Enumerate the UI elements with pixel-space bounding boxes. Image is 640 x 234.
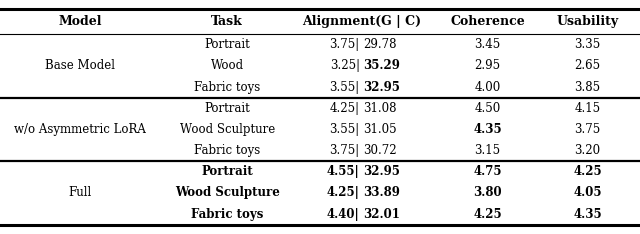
Text: Fabric toys: Fabric toys <box>194 144 260 157</box>
Text: 3.55|: 3.55| <box>330 123 360 136</box>
Text: Fabric toys: Fabric toys <box>191 208 264 221</box>
Text: w/o Asymmetric LoRA: w/o Asymmetric LoRA <box>14 123 146 136</box>
Text: Model: Model <box>58 15 102 28</box>
Text: 31.05: 31.05 <box>364 123 397 136</box>
Text: 29.78: 29.78 <box>364 38 397 51</box>
Text: 3.75|: 3.75| <box>330 144 360 157</box>
Text: 3.35: 3.35 <box>574 38 601 51</box>
Text: 32.01: 32.01 <box>364 208 401 221</box>
Text: 4.15: 4.15 <box>575 102 600 115</box>
Text: 2.65: 2.65 <box>575 59 600 72</box>
Text: 3.75: 3.75 <box>574 123 601 136</box>
Text: 4.25: 4.25 <box>474 208 502 221</box>
Text: Usability: Usability <box>556 15 619 28</box>
Text: 4.40|: 4.40| <box>327 208 360 221</box>
Text: 31.08: 31.08 <box>364 102 397 115</box>
Text: Portrait: Portrait <box>204 102 250 115</box>
Text: Base Model: Base Model <box>45 59 115 72</box>
Text: 3.55|: 3.55| <box>330 80 360 94</box>
Text: 3.75|: 3.75| <box>330 38 360 51</box>
Text: 4.50: 4.50 <box>474 102 501 115</box>
Text: 3.85: 3.85 <box>575 80 600 94</box>
Text: 32.95: 32.95 <box>364 80 401 94</box>
Text: Portrait: Portrait <box>204 38 250 51</box>
Text: 4.35: 4.35 <box>474 123 502 136</box>
Text: Full: Full <box>68 186 92 199</box>
Text: Fabric toys: Fabric toys <box>194 80 260 94</box>
Text: Coherence: Coherence <box>451 15 525 28</box>
Text: 4.05: 4.05 <box>573 186 602 199</box>
Text: 4.00: 4.00 <box>474 80 501 94</box>
Text: 2.95: 2.95 <box>475 59 500 72</box>
Text: 35.29: 35.29 <box>364 59 401 72</box>
Text: Wood: Wood <box>211 59 244 72</box>
Text: 3.45: 3.45 <box>474 38 501 51</box>
Text: 3.15: 3.15 <box>475 144 500 157</box>
Text: Task: Task <box>211 15 243 28</box>
Text: Alignment(G | C): Alignment(G | C) <box>302 15 421 28</box>
Text: 30.72: 30.72 <box>364 144 397 157</box>
Text: 4.35: 4.35 <box>573 208 602 221</box>
Text: 4.55|: 4.55| <box>327 165 360 178</box>
Text: 33.89: 33.89 <box>364 186 401 199</box>
Text: Portrait: Portrait <box>202 165 253 178</box>
Text: 4.25|: 4.25| <box>330 102 360 115</box>
Text: 3.80: 3.80 <box>474 186 502 199</box>
Text: 3.25|: 3.25| <box>330 59 360 72</box>
Text: 32.95: 32.95 <box>364 165 401 178</box>
Text: Wood Sculpture: Wood Sculpture <box>175 186 280 199</box>
Text: 4.25: 4.25 <box>573 165 602 178</box>
Text: 4.25|: 4.25| <box>327 186 360 199</box>
Text: 4.75: 4.75 <box>474 165 502 178</box>
Text: Wood Sculpture: Wood Sculpture <box>180 123 275 136</box>
Text: 3.20: 3.20 <box>575 144 600 157</box>
